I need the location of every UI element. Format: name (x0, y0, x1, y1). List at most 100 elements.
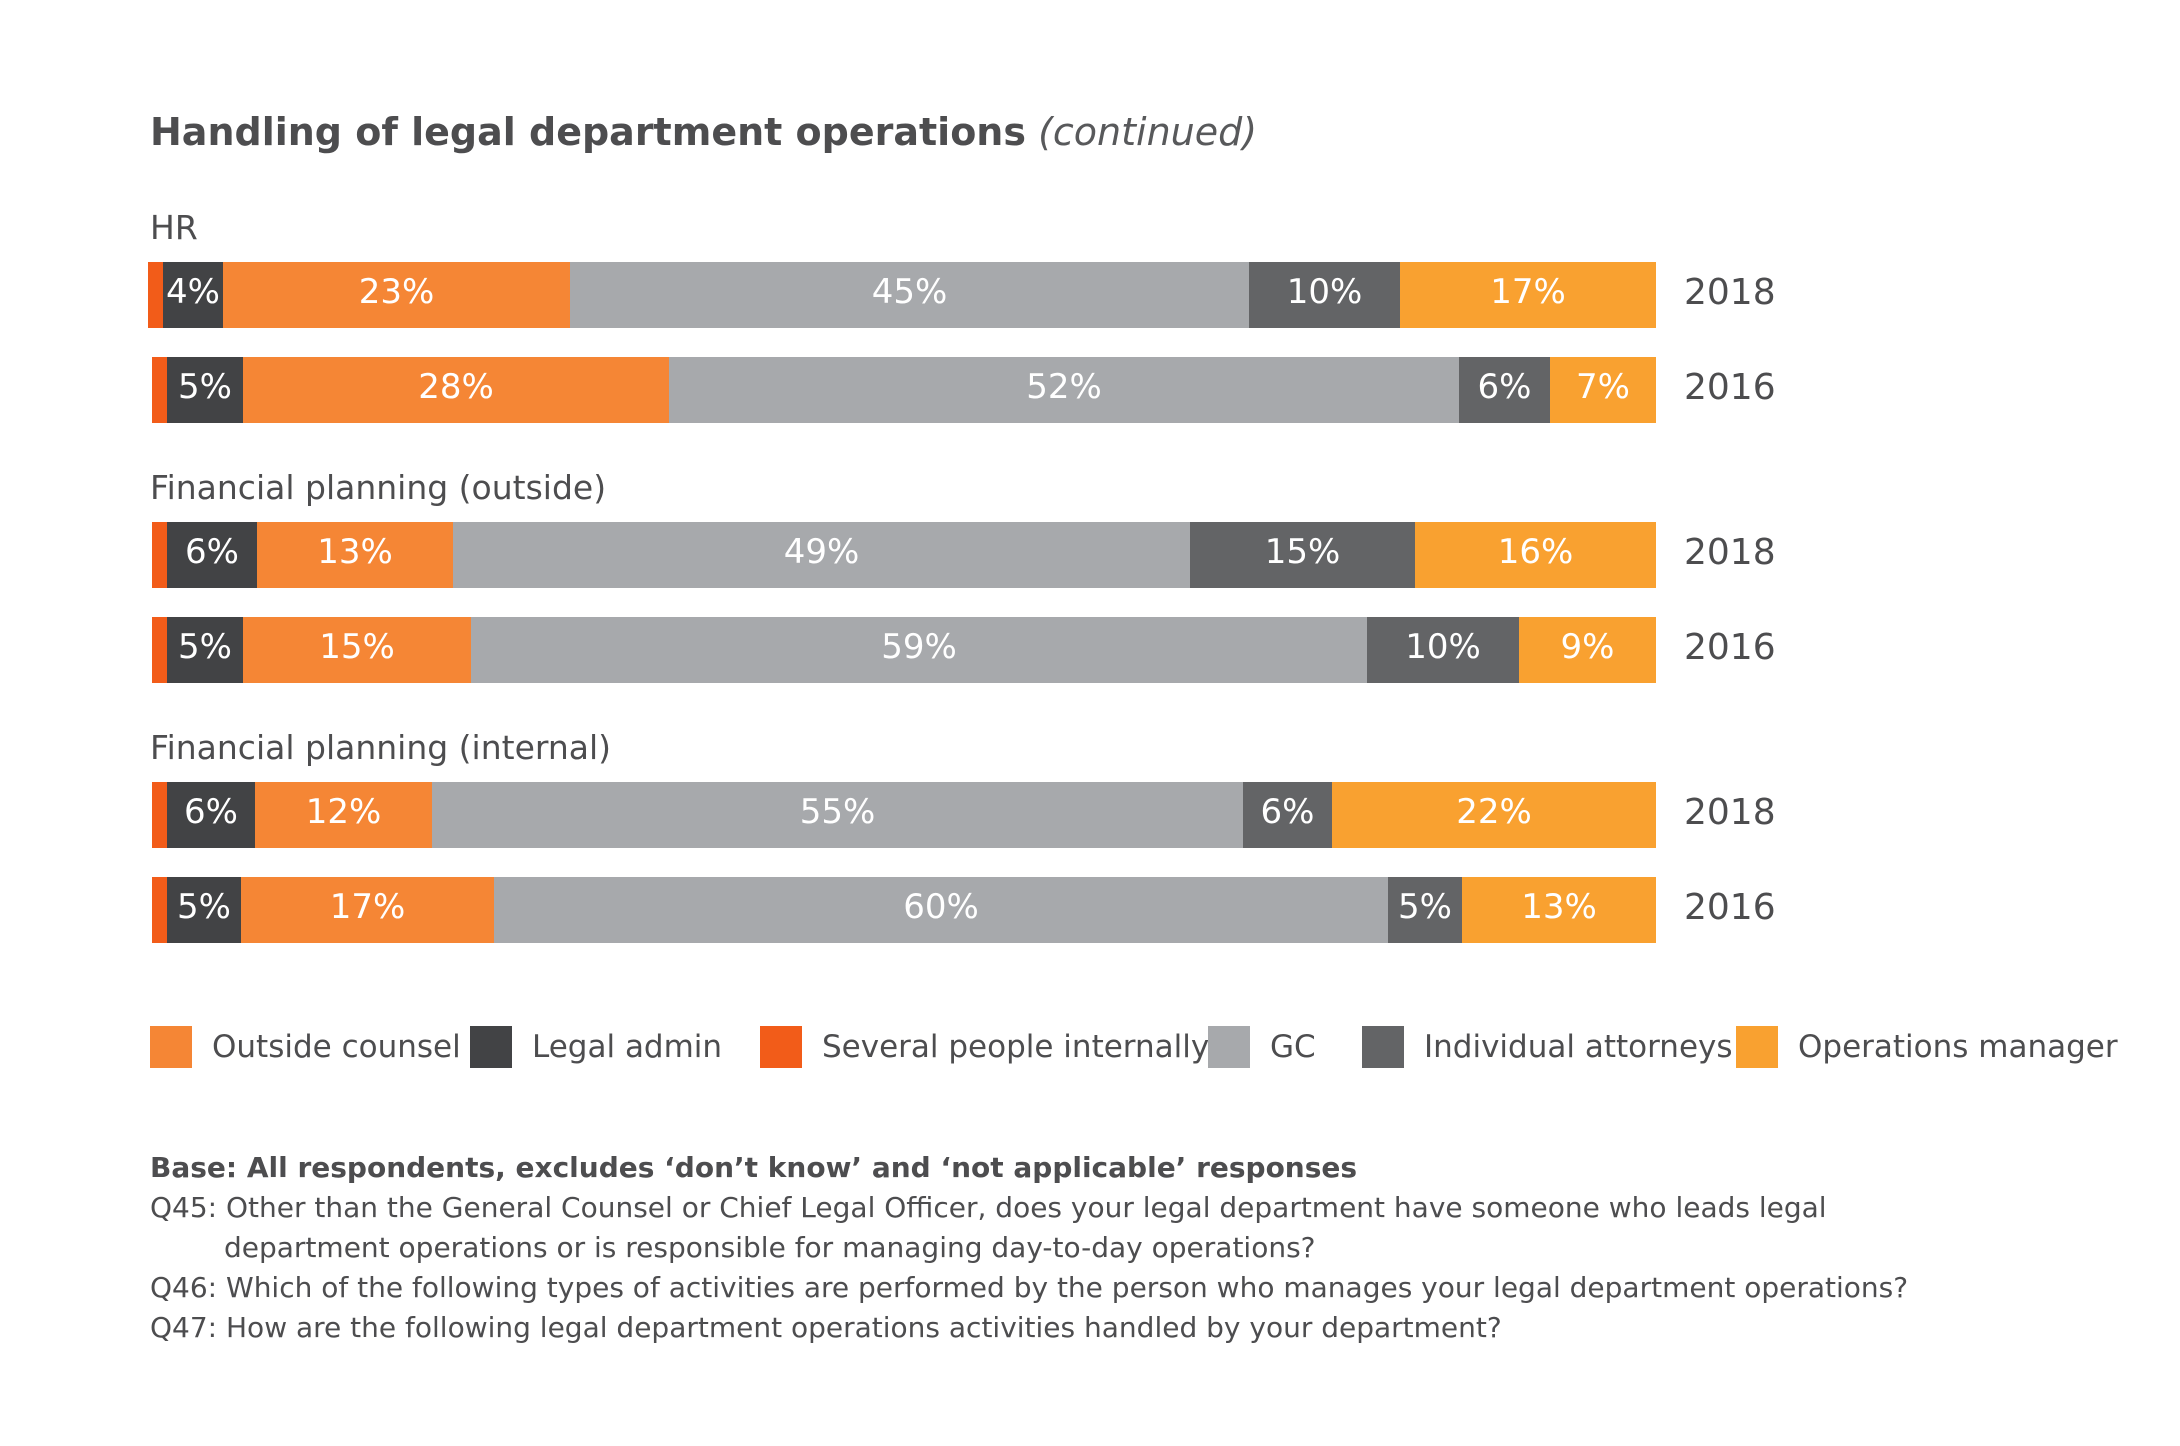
bar-segment-several-people-internally (148, 262, 163, 328)
legend-label: GC (1270, 1029, 1316, 1065)
year-label: 2016 (1684, 367, 1776, 408)
data-label: 17% (1490, 272, 1566, 312)
year-label: 2016 (1684, 887, 1776, 928)
bar-segment-gc: 49% (453, 522, 1190, 588)
bar-row-financial-planning-outside-2018: 6% 13% 49% 15% 16% (152, 522, 1656, 588)
bar-segment-outside-counsel: 15% (243, 617, 471, 683)
data-label: 45% (871, 272, 948, 312)
data-label: 5% (178, 627, 232, 667)
legend-label: Outside counsel (212, 1029, 461, 1065)
chart-title-continued: (continued) (1038, 110, 1258, 154)
bar-segment-gc: 55% (432, 782, 1243, 848)
bar-segment-individual-attorneys: 6% (1459, 357, 1550, 423)
data-label: 5% (178, 367, 232, 407)
bar-row-financial-planning-internal-2016: 5% 17% 60% 5% 13% (152, 877, 1656, 943)
bar-segment-outside-counsel: 28% (243, 357, 669, 423)
legend-swatch (1208, 1026, 1250, 1068)
bar-segment-legal-admin: 6% (167, 522, 257, 588)
chart-title: Handling of legal department operations … (150, 110, 1257, 154)
footnote-q47: Q47: How are the following legal departm… (150, 1311, 1502, 1344)
data-label: 13% (1521, 887, 1597, 927)
data-label: 15% (1264, 532, 1341, 572)
data-label: 6% (1477, 367, 1532, 407)
footnote-base: Base: All respondents, excludes ‘don’t k… (150, 1151, 1358, 1184)
chart-title-main: Handling of legal department operations (150, 110, 1026, 154)
bar-segment-outside-counsel: 23% (223, 262, 570, 328)
bar-segment-legal-admin: 5% (167, 357, 243, 423)
footnote-q45: Q45: Other than the General Counsel or C… (150, 1191, 1827, 1224)
bar-segment-operations-manager: 22% (1332, 782, 1656, 848)
bar-row-hr-2016: 5% 28% 52% 6% 7% (152, 357, 1656, 423)
group-label-financial-planning-internal: Financial planning (internal) (150, 728, 612, 767)
year-label: 2018 (1684, 792, 1776, 833)
bar-segment-legal-admin: 5% (167, 877, 241, 943)
bar-segment-outside-counsel: 12% (255, 782, 432, 848)
bar-row-hr-2018: 4% 23% 45% 10% 17% (148, 262, 1656, 328)
bar-segment-legal-admin: 5% (167, 617, 243, 683)
bar-segment-operations-manager: 17% (1400, 262, 1656, 328)
bar-segment-legal-admin: 4% (163, 262, 223, 328)
data-label: 13% (317, 532, 393, 572)
bar-row-financial-planning-outside-2016: 5% 15% 59% 10% 9% (152, 617, 1656, 683)
data-label: 23% (358, 272, 435, 312)
bar-segment-individual-attorneys: 5% (1388, 877, 1462, 943)
bar-segment-gc: 60% (494, 877, 1388, 943)
bar-segment-operations-manager: 16% (1415, 522, 1656, 588)
bar-segment-several-people-internally (152, 877, 167, 943)
legend-label: Individual attorneys (1424, 1029, 1733, 1065)
data-label: 52% (1026, 367, 1102, 407)
year-label: 2016 (1684, 627, 1776, 668)
data-label: 6% (1260, 792, 1315, 832)
data-label: 9% (1560, 627, 1615, 667)
bar-segment-several-people-internally (152, 357, 167, 423)
legend-swatch (1362, 1026, 1404, 1068)
footnote-q46: Q46: Which of the following types of act… (150, 1271, 1909, 1304)
data-label: 5% (177, 887, 231, 927)
bar-segment-outside-counsel: 13% (257, 522, 453, 588)
bar-segment-operations-manager: 13% (1462, 877, 1656, 943)
data-label: 59% (881, 627, 957, 667)
data-label: 10% (1405, 627, 1481, 667)
data-label: 7% (1576, 367, 1630, 407)
bar-segment-individual-attorneys: 15% (1190, 522, 1415, 588)
data-label: 17% (329, 887, 406, 927)
legend-swatch (760, 1026, 802, 1068)
bar-segment-operations-manager: 9% (1519, 617, 1656, 683)
data-label: 4% (166, 272, 220, 312)
bar-segment-several-people-internally (152, 782, 167, 848)
data-label: 22% (1456, 792, 1532, 832)
data-label: 16% (1497, 532, 1574, 572)
bar-segment-individual-attorneys: 10% (1367, 617, 1519, 683)
data-label: 49% (783, 532, 860, 572)
footnote-q45-continued: department operations or is responsible … (224, 1231, 1316, 1264)
bar-segment-gc: 45% (570, 262, 1249, 328)
year-label: 2018 (1684, 532, 1776, 573)
legend-swatch (1736, 1026, 1778, 1068)
group-label-financial-planning-outside: Financial planning (outside) (150, 468, 607, 507)
bar-segment-several-people-internally (152, 522, 167, 588)
bar-segment-several-people-internally (152, 617, 167, 683)
data-label: 5% (1398, 887, 1452, 927)
data-label: 10% (1286, 272, 1363, 312)
year-label: 2018 (1684, 272, 1776, 313)
bar-segment-outside-counsel: 17% (241, 877, 494, 943)
bar-segment-operations-manager: 7% (1550, 357, 1656, 423)
data-label: 28% (418, 367, 494, 407)
footnotes: Base: All respondents, excludes ‘don’t k… (150, 1148, 2050, 1348)
data-label: 6% (185, 532, 239, 572)
bar-segment-individual-attorneys: 6% (1243, 782, 1332, 848)
data-label: 15% (319, 627, 395, 667)
legend-label: Operations manager (1798, 1029, 2118, 1065)
bar-segment-legal-admin: 6% (167, 782, 255, 848)
group-label-hr: HR (150, 208, 198, 247)
legend-label: Legal admin (532, 1029, 723, 1065)
data-label: 60% (903, 887, 979, 927)
data-label: 6% (184, 792, 238, 832)
bar-segment-gc: 59% (471, 617, 1367, 683)
bar-segment-individual-attorneys: 10% (1249, 262, 1400, 328)
data-label: 12% (305, 792, 382, 832)
bar-row-financial-planning-internal-2018: 6% 12% 55% 6% 22% (152, 782, 1656, 848)
legend-swatch (470, 1026, 512, 1068)
bar-segment-gc: 52% (669, 357, 1459, 423)
data-label: 55% (799, 792, 876, 832)
